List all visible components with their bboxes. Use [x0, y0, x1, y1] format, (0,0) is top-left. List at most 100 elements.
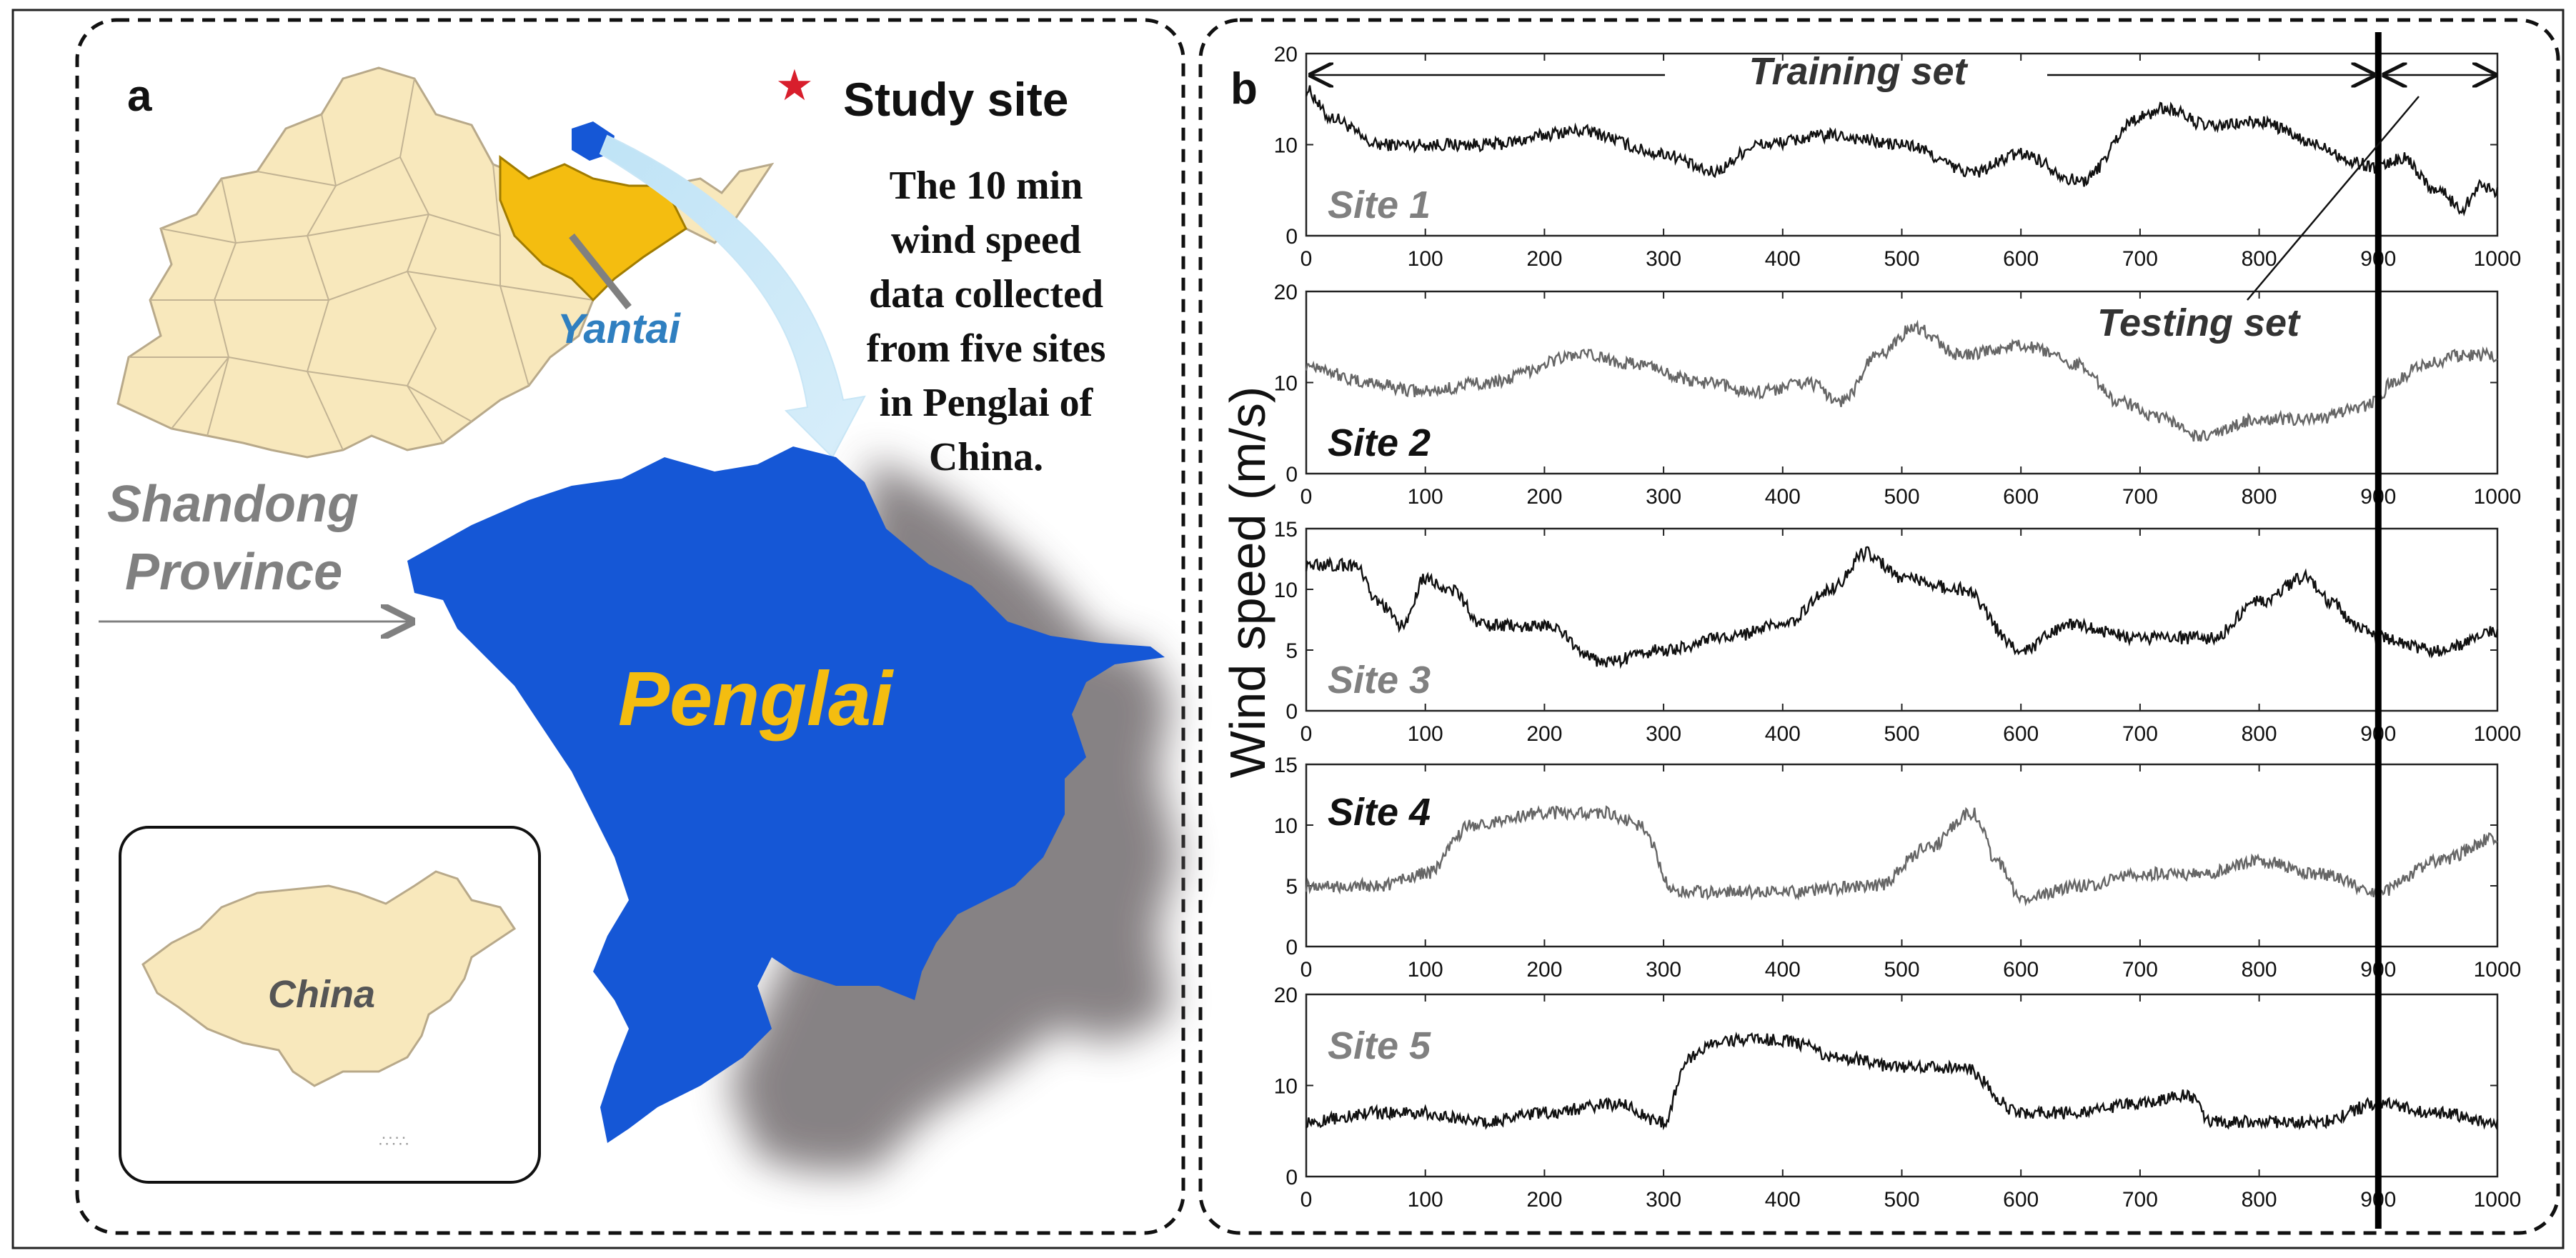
y-tick-label: 20: [1274, 984, 1298, 1007]
y-tick-label: 5: [1285, 639, 1298, 663]
wind-speed-line: [1306, 1032, 2499, 1131]
study-description: The 10 min wind speed data collected fro…: [867, 164, 1106, 479]
x-tick-label: 700: [2122, 485, 2158, 509]
x-tick-label: 0: [1301, 1188, 1313, 1212]
province-label-line-1: Shandong: [107, 476, 359, 533]
x-tick-label: 0: [1301, 958, 1313, 982]
county-borders: [129, 78, 594, 451]
panel-b-border: [1198, 18, 2560, 1235]
y-tick-label: 0: [1285, 1166, 1298, 1189]
site-label: Site 1: [1328, 184, 1431, 226]
description-line: The 10 min: [890, 164, 1083, 208]
x-tick-label: 500: [1884, 485, 1919, 509]
y-tick-label: 0: [1285, 936, 1298, 959]
study-site-star-icon: ★: [775, 61, 814, 109]
x-tick-label: 0: [1301, 722, 1313, 746]
shandong-province-shape: [116, 66, 775, 459]
china-map-shape: [141, 870, 517, 1087]
study-site-legend-text: Study site: [843, 73, 1068, 126]
description-line: wind speed: [891, 218, 1081, 262]
province-label-line-2: Province: [125, 544, 342, 601]
x-tick-label: 100: [1408, 722, 1443, 746]
y-tick-label: 20: [1274, 281, 1298, 304]
x-tick-label: 200: [1526, 958, 1562, 982]
x-tick-label: 0: [1301, 485, 1313, 509]
x-tick-label: 200: [1526, 722, 1562, 746]
y-tick-label: 10: [1274, 814, 1298, 838]
y-tick-label: 0: [1285, 225, 1298, 249]
x-tick-label: 1000: [2474, 958, 2522, 982]
panel-a-border: [75, 18, 1185, 1235]
x-tick-label: 600: [2003, 247, 2039, 271]
yantai-pointer: [569, 233, 632, 310]
x-tick-label: 1000: [2474, 247, 2522, 271]
description-line: in Penglai of: [880, 381, 1094, 425]
x-tick-label: 300: [1646, 485, 1681, 509]
y-tick-label: 0: [1285, 463, 1298, 486]
y-tick-label: 15: [1274, 518, 1298, 541]
y-tick-label: 10: [1274, 372, 1298, 396]
x-tick-label: 100: [1408, 958, 1443, 982]
x-tick-label: 600: [2003, 722, 2039, 746]
y-tick-label: 20: [1274, 43, 1298, 66]
site-label: Site 2: [1328, 421, 1431, 464]
x-tick-label: 600: [2003, 1188, 2039, 1212]
x-tick-label: 100: [1408, 1188, 1443, 1212]
x-tick-label: 700: [2122, 1188, 2158, 1212]
x-tick-label: 400: [1765, 485, 1801, 509]
figure-frame: [11, 9, 2565, 1249]
x-tick-label: 700: [2122, 722, 2158, 746]
x-tick-label: 300: [1646, 1188, 1681, 1212]
plot-frame: [1305, 763, 2499, 948]
wind-speed-line: [1305, 805, 2498, 907]
x-tick-label: 600: [2003, 958, 2039, 982]
x-tick-label: 800: [2242, 485, 2277, 509]
x-tick-label: 500: [1884, 247, 1919, 271]
x-tick-label: 0: [1301, 247, 1313, 271]
wind-speed-plots: 0100200300400500600700800900100001020Sit…: [1274, 32, 2522, 1229]
x-tick-label: 300: [1646, 958, 1681, 982]
panel-a-label: a: [127, 71, 152, 121]
testing-set-pointer: [2247, 96, 2420, 301]
yantai-label: Yantai: [557, 306, 682, 352]
x-tick-label: 300: [1646, 722, 1681, 746]
wind-speed-line: [1305, 319, 2498, 442]
y-tick-label: 10: [1274, 134, 1298, 158]
x-tick-label: 800: [2242, 1188, 2277, 1212]
panel-a: a Yantai ★ Study site: [75, 18, 1185, 1235]
y-axis-label: Wind speed (m/s): [1220, 386, 1275, 778]
y-tick-label: 10: [1274, 1075, 1298, 1099]
south-china-sea-islands: ∴∵∴: [379, 1132, 409, 1150]
y-tick-label: 10: [1274, 579, 1298, 602]
china-inset: China ∴∵∴: [119, 826, 541, 1184]
x-tick-label: 500: [1884, 1188, 1919, 1212]
panel-b: b Wind speed (m/s) 0 100 200 300 400 500 600 70…: [1198, 18, 2560, 1235]
x-tick-label: 400: [1765, 1188, 1801, 1212]
x-tick-label: 200: [1526, 485, 1562, 509]
x-tick-label: 1000: [2474, 722, 2522, 746]
description-line: China.: [929, 435, 1043, 479]
wind-speed-line: [1305, 546, 2499, 669]
description-line: from five sites: [867, 326, 1106, 371]
site-label: Site 3: [1328, 659, 1431, 702]
description-line: data collected: [869, 272, 1103, 316]
x-tick-label: 800: [2242, 958, 2277, 982]
yantai-region: [499, 155, 687, 302]
x-tick-label: 100: [1408, 247, 1443, 271]
x-tick-label: 100: [1408, 485, 1443, 509]
penglai-map-shape: [407, 446, 1165, 1143]
site-label: Site 4: [1328, 791, 1431, 834]
testing-set-label: Testing set: [2097, 301, 2301, 344]
x-tick-label: 1000: [2474, 485, 2522, 509]
x-tick-label: 200: [1526, 1188, 1562, 1212]
shandong-province-map: Yantai: [116, 66, 775, 459]
panel-b-label: b: [1230, 64, 1258, 114]
x-tick-label: 500: [1884, 958, 1919, 982]
x-tick-label: 1000: [2474, 1188, 2522, 1212]
x-tick-label: 800: [2242, 722, 2277, 746]
y-tick-label: 5: [1285, 875, 1298, 899]
y-tick-label: 15: [1274, 754, 1298, 777]
x-tick-label: 700: [2122, 958, 2158, 982]
penglai-label: Penglai: [618, 655, 894, 742]
site-label: Site 5: [1328, 1024, 1431, 1067]
